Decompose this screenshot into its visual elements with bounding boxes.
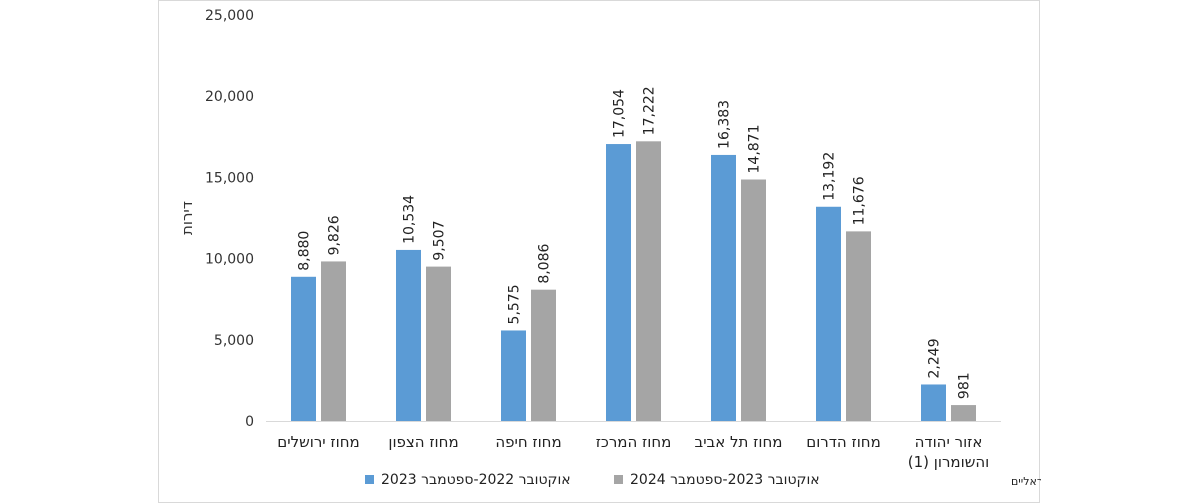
bar-series1 [921,384,946,421]
category-label: אזור יהודה [915,433,983,451]
data-label: 14,871 [747,124,763,173]
legend-swatch-series2 [614,475,623,484]
bar-series2 [426,266,451,421]
bar-series2 [321,261,346,421]
bar-series1 [606,144,631,422]
bar-series1 [396,249,421,421]
data-label: 8,880 [297,231,313,271]
bar-series2 [951,405,976,421]
bar-series1 [501,330,526,421]
y-tick-label: 5,000 [214,333,254,349]
bar-series2 [636,141,661,422]
y-tick-label: 25,000 [205,8,254,24]
legend-swatch-series1 [365,475,374,484]
category-label: והשומרון (1) [908,453,989,471]
data-label: 17,222 [642,86,658,135]
bar-series1 [291,276,316,421]
bar-series2 [741,179,766,421]
category-label: מחוז ירושלים [277,433,359,451]
category-label: מחוז הדרום [806,433,881,451]
y-tick-label: 15,000 [205,170,254,186]
legend-label-series1: אוקטובר 2022-ספטמבר 2023 [381,472,571,488]
data-label: 10,534 [402,195,418,244]
bar-series2 [531,289,556,421]
chart-area: 0 5,000 10,000 15,000 20,000 25,000 דירות 8,880… [158,0,1041,503]
data-label: 5,575 [507,284,523,324]
bar-series1 [816,206,841,421]
bar-chart: 0 5,000 10,000 15,000 20,000 25,000 דירות 8,880… [178,8,1041,488]
category-label: מחוז תל אביב [695,433,783,451]
y-tick-label: 0 [245,414,254,430]
data-label: 11,676 [852,176,868,225]
y-tick-label: 20,000 [205,89,254,105]
data-label: 2,249 [927,338,943,378]
bar-series1 [711,154,736,422]
data-label: 8,086 [537,244,553,284]
category-label: מחוז חיפה [495,433,561,451]
data-label: 9,507 [432,221,448,261]
data-label: 16,383 [717,100,733,149]
legend-label-series2: אוקטובר 2023-ספטמבר 2024 [630,472,820,488]
data-label: 13,192 [822,152,838,201]
y-axis-title: דירות [178,201,196,235]
category-label: מחוז הצפון [388,433,458,451]
data-label: 17,054 [612,89,628,138]
category-label: מחוז המרכז [596,433,672,451]
data-label: 981 [957,372,973,399]
data-label: 9,826 [327,215,343,255]
footnote: 1. יישובים ישראליים [1011,475,1041,488]
bar-series2 [846,231,871,421]
y-tick-label: 10,000 [205,252,254,268]
